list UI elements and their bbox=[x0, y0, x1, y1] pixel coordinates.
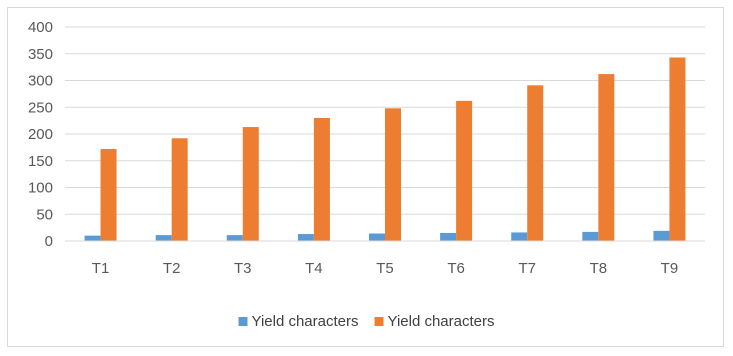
bar-T8-series-1 bbox=[582, 231, 599, 241]
x-tick-label-T7: T7 bbox=[518, 260, 536, 277]
bar-T2-series-1 bbox=[155, 235, 172, 241]
bar-T5-series-1 bbox=[369, 233, 385, 241]
bar-T8-series-2 bbox=[598, 74, 615, 241]
y-axis-tick-labels: 0 50 100 150 200 250 300 350 400 bbox=[28, 19, 53, 250]
y-tick-label: 150 bbox=[28, 153, 53, 170]
x-tick-label-T3: T3 bbox=[234, 260, 252, 277]
x-tick-label-T5: T5 bbox=[376, 260, 394, 277]
chart-area: 0 50 100 150 200 250 300 350 400 T1 T2 T3 T4 T5 T6 T7 T… bbox=[7, 7, 724, 347]
y-tick-label: 400 bbox=[28, 19, 53, 36]
bar-T7-series-1 bbox=[511, 232, 528, 241]
y-tick-label: 350 bbox=[28, 46, 53, 63]
bar-T6-series-1 bbox=[440, 232, 457, 241]
y-tick-label: 300 bbox=[28, 73, 53, 90]
y-tick-label: 200 bbox=[28, 126, 53, 143]
y-tick-label: 50 bbox=[36, 206, 53, 223]
bar-T6-series-2 bbox=[456, 100, 473, 241]
bar-T9-series-2 bbox=[669, 57, 686, 242]
x-tick-label-T9: T9 bbox=[661, 260, 679, 277]
bar-T1-series-1 bbox=[84, 235, 101, 241]
bar-T1-series-2 bbox=[100, 148, 117, 241]
x-tick-label-T1: T1 bbox=[92, 260, 110, 277]
legend-swatch-series-1 bbox=[238, 317, 248, 326]
legend-swatch-series-2 bbox=[374, 317, 384, 326]
x-tick-label-T8: T8 bbox=[590, 260, 608, 277]
legend: Yield characters Yield characters bbox=[238, 313, 495, 330]
bar-T4-series-1 bbox=[297, 234, 314, 241]
x-tick-label-T4: T4 bbox=[305, 260, 323, 277]
bar-T5-series-2 bbox=[385, 108, 401, 241]
legend-label-series-2: Yield characters bbox=[388, 313, 495, 330]
y-tick-label: 0 bbox=[45, 233, 53, 250]
legend-label-series-1: Yield characters bbox=[252, 313, 359, 330]
y-tick-label: 100 bbox=[28, 180, 53, 197]
bar-T7-series-2 bbox=[527, 85, 544, 241]
bars bbox=[84, 57, 686, 242]
x-tick-label-T2: T2 bbox=[163, 260, 181, 277]
bar-T4-series-2 bbox=[313, 117, 330, 241]
x-axis-tick-labels: T1 T2 T3 T4 T5 T6 T7 T8 T9 bbox=[92, 260, 678, 277]
bar-T3-series-1 bbox=[226, 235, 243, 241]
y-tick-label: 250 bbox=[28, 99, 53, 116]
bar-T9-series-1 bbox=[653, 230, 670, 241]
bar-T3-series-2 bbox=[242, 127, 259, 241]
bar-T2-series-2 bbox=[171, 138, 188, 241]
x-tick-label-T6: T6 bbox=[447, 260, 465, 277]
